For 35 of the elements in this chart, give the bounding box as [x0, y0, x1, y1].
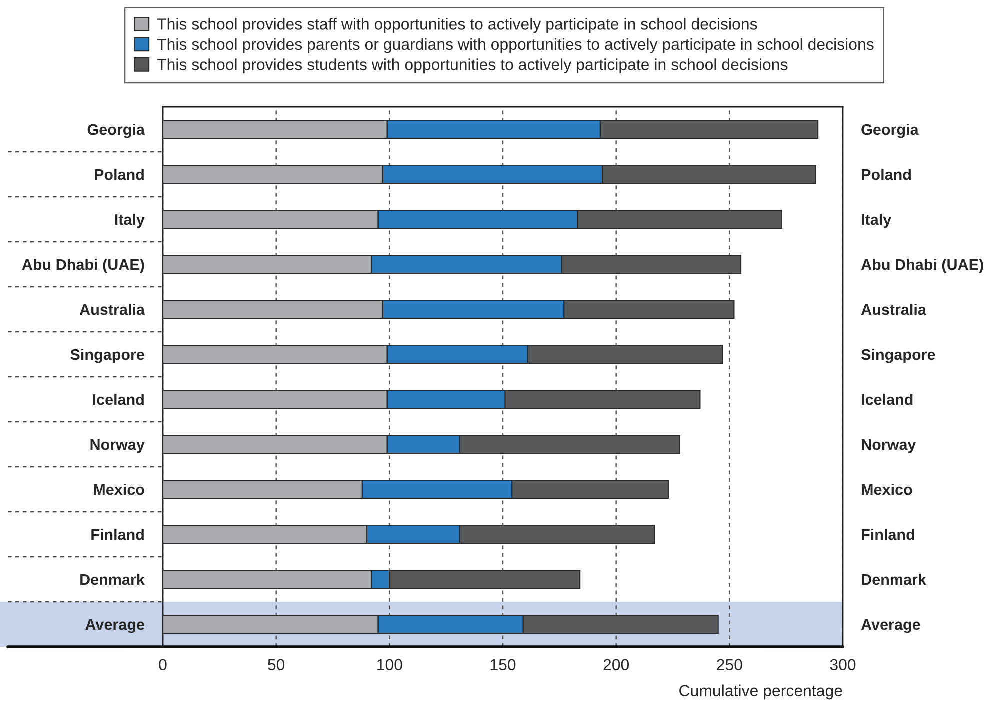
x-tick-label: 100: [378, 659, 402, 671]
y-tick-label: Poland: [95, 168, 144, 180]
y-tick-label: Mexico: [94, 484, 144, 496]
y-tick-label: Finland: [92, 528, 144, 540]
category-label: Georgia: [862, 124, 919, 138]
category-label: Finland: [862, 528, 914, 540]
x-tick-label: 250: [717, 659, 742, 671]
category-label: Singapore: [861, 348, 936, 364]
category-label: Italy: [862, 214, 892, 228]
category-label: Iceland: [862, 394, 913, 406]
x-tick-label: 0: [159, 659, 167, 671]
y-tick-label: Georgia: [88, 124, 146, 138]
y-tick-label: Italy: [115, 214, 145, 228]
legend-label: This school provides students with opportunities to actively participate in school decisions: [157, 58, 788, 74]
legend-label: This school provides staff with opportunities to actively participate in school decisions: [157, 18, 758, 34]
x-tick-label: 150: [490, 659, 516, 671]
y-tick-label: Singapore: [70, 348, 144, 364]
y-tick-label: Australia: [80, 304, 146, 316]
category-label: Denmark: [862, 574, 926, 586]
x-tick-label: 50: [268, 659, 285, 671]
category-label: Mexico: [862, 484, 912, 496]
y-tick-label: Abu Dhabi (UAE): [22, 258, 144, 274]
category-label: Average: [861, 619, 920, 634]
y-tick-label: Denmark: [80, 574, 145, 586]
legend-label: This school provides parents or guardians with opportunities to actively participate in school decisions: [157, 38, 874, 54]
x-tick-label: 200: [604, 659, 630, 671]
y-tick-label: Iceland: [93, 394, 144, 406]
y-tick-label: Norway: [90, 440, 145, 454]
category-label: Norway: [862, 440, 916, 454]
category-label: Australia: [861, 304, 927, 316]
x-tick-label: 300: [830, 659, 856, 671]
category-label: Poland: [862, 168, 911, 180]
y-tick-label: Average: [86, 619, 144, 634]
category-label: Abu Dhabi (UAE): [861, 258, 984, 274]
x-axis-title: Cumulative percentage: [680, 684, 842, 700]
